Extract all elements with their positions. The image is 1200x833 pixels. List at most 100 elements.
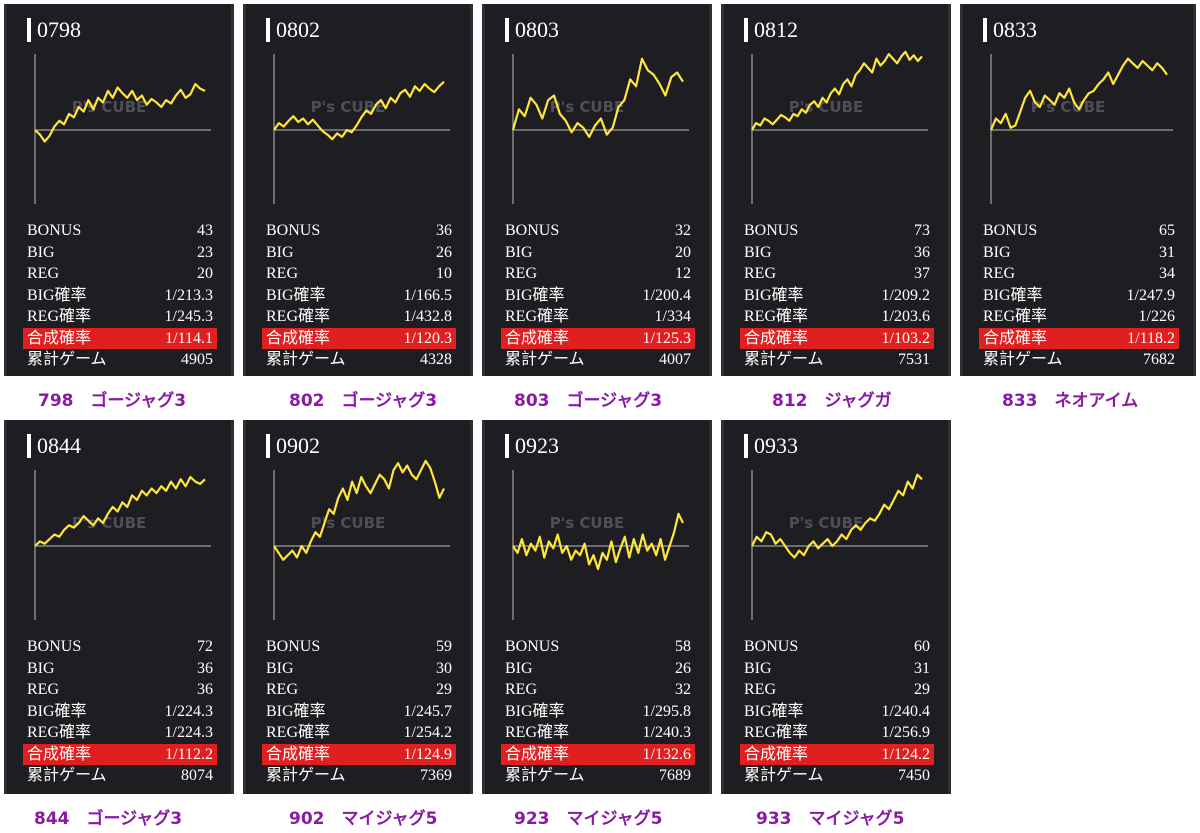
stat-label: BIG確率 [983,286,1043,304]
machine-number: 0812 [754,17,798,42]
machine-caption: 844 ゴージャグ3 [34,809,183,829]
stat-value: 26 [436,243,452,261]
stat-row-combined-rate: 合成確率 1/132.6 [501,743,695,765]
stats-table: BONUS 65 BIG 31 REG 34 BIG確率 1/247.9 REG確率 1/226 合… [963,220,1193,371]
stat-row-big: BIG 30 [262,658,456,680]
stat-label: BIG確率 [27,286,87,304]
machine-caption: 812 ジャグガ [772,391,892,411]
machine-caption: 833 ネオアイム [1002,391,1139,411]
series-line [34,475,206,547]
stat-value: 23 [197,243,213,261]
stat-label: BIG確率 [744,702,804,720]
header-marker [266,434,270,458]
header-marker [744,434,748,458]
machine-panel: 0812 P's CUBE BONUS 73 BIG 36 REG 37 BIG確率 1/209.… [721,4,951,376]
header-marker [505,434,509,458]
series-line [751,473,923,559]
stat-row-reg-rate: REG確率 1/226 [979,306,1179,328]
stat-label: BONUS [505,638,560,655]
series-line [989,57,1168,131]
stat-value: 60 [914,638,930,655]
stat-value: 34 [1159,265,1175,282]
stat-row-combined-rate: 合成確率 1/124.9 [262,743,456,765]
stat-value: 73 [914,222,930,239]
machine-caption: 923 マイジャグ5 [514,809,663,829]
stat-value: 58 [675,638,691,655]
stat-label: 合成確率 [27,745,92,763]
stat-value: 1/120.3 [403,329,452,347]
stats-table: BONUS 59 BIG 30 REG 29 BIG確率 1/245.7 REG確率 1/254.… [246,636,470,787]
stat-row-total-games: 累計ゲーム 8074 [23,765,217,787]
stat-row-reg-rate: REG確率 1/224.3 [23,722,217,744]
stat-label: REG [505,681,537,698]
machine-panel: 0902 P's CUBE BONUS 59 BIG 30 REG 29 BIG確率 1/245.… [243,420,473,794]
stat-label: REG確率 [27,724,92,741]
stat-row-big-rate: BIG確率 1/240.4 [740,701,934,723]
stat-value: 1/118.2 [1127,329,1175,347]
stat-value: 7450 [898,767,930,784]
stat-value: 1/213.3 [164,286,213,304]
stat-value: 1/254.2 [403,724,452,741]
stat-value: 4007 [659,351,691,368]
stat-value: 4905 [181,351,213,368]
stat-label: BONUS [266,222,321,239]
stat-row-total-games: 累計ゲーム 7689 [501,765,695,787]
machine-caption: 902 マイジャグ5 [289,809,438,829]
stat-row-reg: REG 37 [740,263,934,285]
payout-graph: P's CUBE [511,54,689,204]
stat-row-big: BIG 20 [501,242,695,264]
machine-panel: 0833 P's CUBE BONUS 65 BIG 31 REG 34 BIG確率 1/247.… [960,4,1196,376]
stat-value: 36 [914,243,930,261]
stat-value: 7369 [420,767,452,784]
stat-value: 32 [675,681,691,698]
header-marker [266,18,270,42]
stat-value: 1/112.2 [165,745,213,763]
stat-label: BIG確率 [505,702,565,720]
stat-row-reg: REG 20 [23,263,217,285]
stat-row-reg-rate: REG確率 1/254.2 [262,722,456,744]
stat-row-big: BIG 31 [979,242,1179,264]
machine-caption: 933 マイジャグ5 [756,809,905,829]
stat-row-reg-rate: REG確率 1/245.3 [23,306,217,328]
payout-graph: P's CUBE [512,470,689,620]
stat-value: 1/114.1 [165,329,213,347]
stats-table: BONUS 73 BIG 36 REG 37 BIG確率 1/209.2 REG確率 1/203.… [724,220,948,371]
stat-label: REG [744,681,776,698]
watermark-logo: P's CUBE [311,514,386,532]
stats-table: BONUS 72 BIG 36 REG 36 BIG確率 1/224.3 REG確率 1/224.… [7,636,231,787]
stat-row-total-games: 累計ゲーム 4328 [262,349,456,371]
stat-value: 36 [197,659,213,677]
header-marker [505,18,509,42]
machine-panel: 0923 P's CUBE BONUS 58 BIG 26 REG 32 BIG確率 1/295.… [482,420,712,794]
stat-row-combined-rate: 合成確率 1/114.1 [23,327,217,349]
series-line [751,50,923,131]
stat-value: 1/240.3 [642,724,691,741]
stat-label: REG確率 [505,724,570,741]
payout-graph: P's CUBE [273,54,450,204]
watermark-logo: P's CUBE [550,98,625,116]
stat-label: REG確率 [27,308,92,325]
stat-label: BIG確率 [266,286,326,304]
header-marker [27,434,31,458]
stat-row-reg: REG 10 [262,263,456,285]
series-line [273,80,445,141]
stat-label: BONUS [744,222,799,239]
stat-value: 1/200.4 [642,286,691,304]
stat-row-bonus: BONUS 43 [23,220,217,242]
stat-label: 合成確率 [744,329,809,347]
stat-label: BIG [266,659,294,677]
stat-row-reg: REG 12 [501,263,695,285]
stat-label: 合成確率 [505,745,570,763]
machine-number: 0933 [754,433,798,458]
stat-label: 累計ゲーム [505,351,585,368]
stats-table: BONUS 60 BIG 31 REG 29 BIG確率 1/240.4 REG確率 1/256.… [724,636,948,787]
stat-row-big-rate: BIG確率 1/166.5 [262,285,456,307]
stat-row-bonus: BONUS 60 [740,636,934,658]
machine-number: 0902 [276,433,320,458]
stat-row-bonus: BONUS 36 [262,220,456,242]
stat-label: BIG [27,659,55,677]
stat-label: 累計ゲーム [27,767,107,784]
stat-row-big-rate: BIG確率 1/295.8 [501,701,695,723]
stat-value: 1/124.2 [881,745,930,763]
stat-label: REG確率 [266,724,331,741]
